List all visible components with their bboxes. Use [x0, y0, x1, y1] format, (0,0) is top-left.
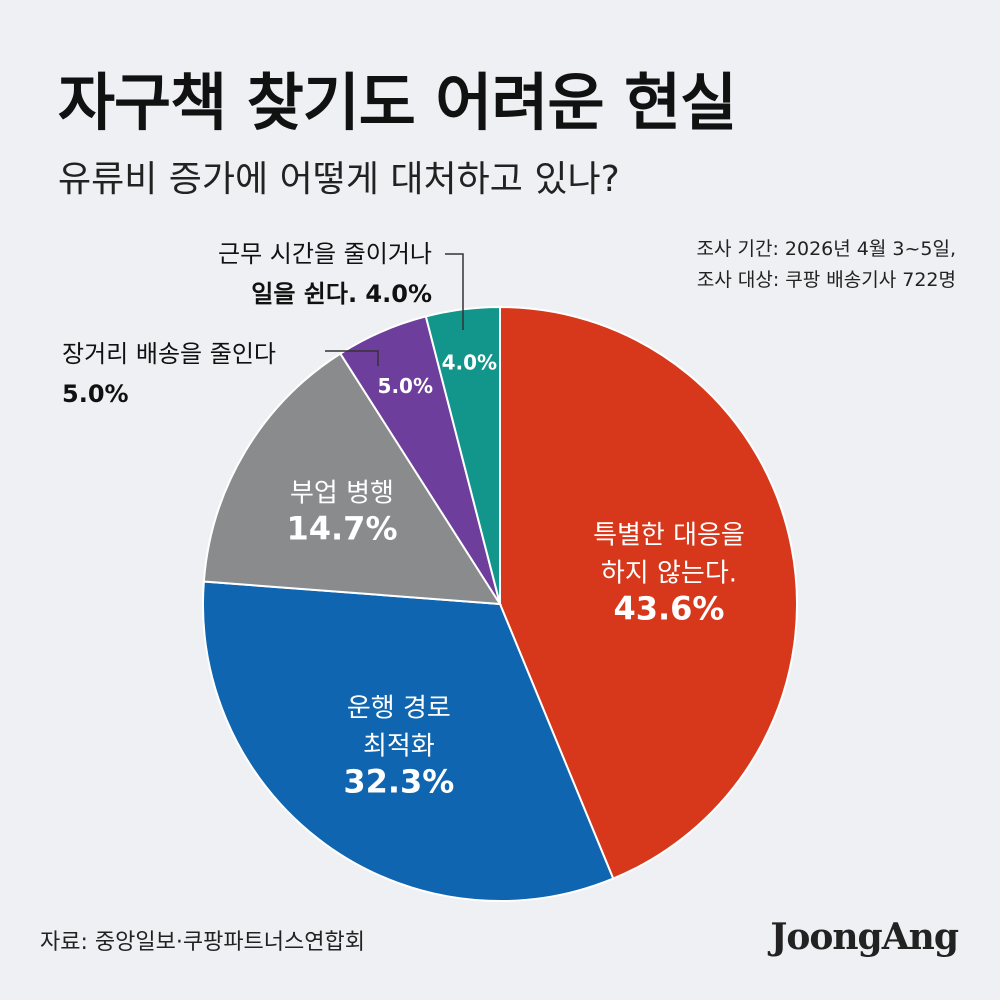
slice-value-no-action: 43.6% [613, 590, 724, 628]
page-title: 자구책 찾기도 어려운 현실 [58, 66, 737, 139]
pie-slice-route-optimization [202, 580, 615, 902]
joongang-logo: JoongAng [770, 916, 959, 958]
pie-slice-side-job [202, 352, 502, 606]
outside-label-long-distance: 장거리 배송을 줄인다 [62, 340, 276, 368]
slice-label-route-optimization-1: 운행 경로 [347, 694, 451, 724]
outside-value-long-distance: 5.0% [62, 380, 129, 408]
pie-slice-no-action [499, 305, 798, 880]
slice-label-route-optimization-2: 최적화 [363, 732, 435, 762]
leader-line-long-distance [325, 350, 379, 366]
survey-info: 조사 기간: 2026년 4월 3~5일, 조사 대상: 쿠팡 배송기사 722… [697, 234, 957, 296]
survey-target: 조사 대상: 쿠팡 배송기사 722명 [696, 269, 956, 291]
slice-value-work-hours: 4.0% [442, 350, 497, 374]
outside-label-work-hours-line2: 일을 쉰다. 4.0% [251, 280, 432, 308]
page-subtitle: 유류비 증가에 어떻게 대처하고 있나? [58, 159, 620, 200]
source-note: 자료: 중앙일보·쿠팡파트너스연합회 [40, 930, 365, 955]
slice-label-side-job-1: 부업 병행 [290, 479, 394, 509]
slice-value-long-distance: 5.0% [378, 374, 433, 398]
slice-value-side-job: 14.7% [286, 510, 397, 548]
outside-label-work-hours-line1: 근무 시간을 줄이거나 [218, 240, 432, 268]
slice-value-route-optimization: 32.3% [343, 763, 454, 801]
survey-period: 조사 기간: 2026년 4월 3~5일, [696, 238, 957, 260]
slice-label-no-action-1: 특별한 대응을 [593, 521, 745, 551]
leader-line-work-hours [445, 253, 464, 330]
slice-label-no-action-2: 하지 않는다. [601, 559, 737, 589]
